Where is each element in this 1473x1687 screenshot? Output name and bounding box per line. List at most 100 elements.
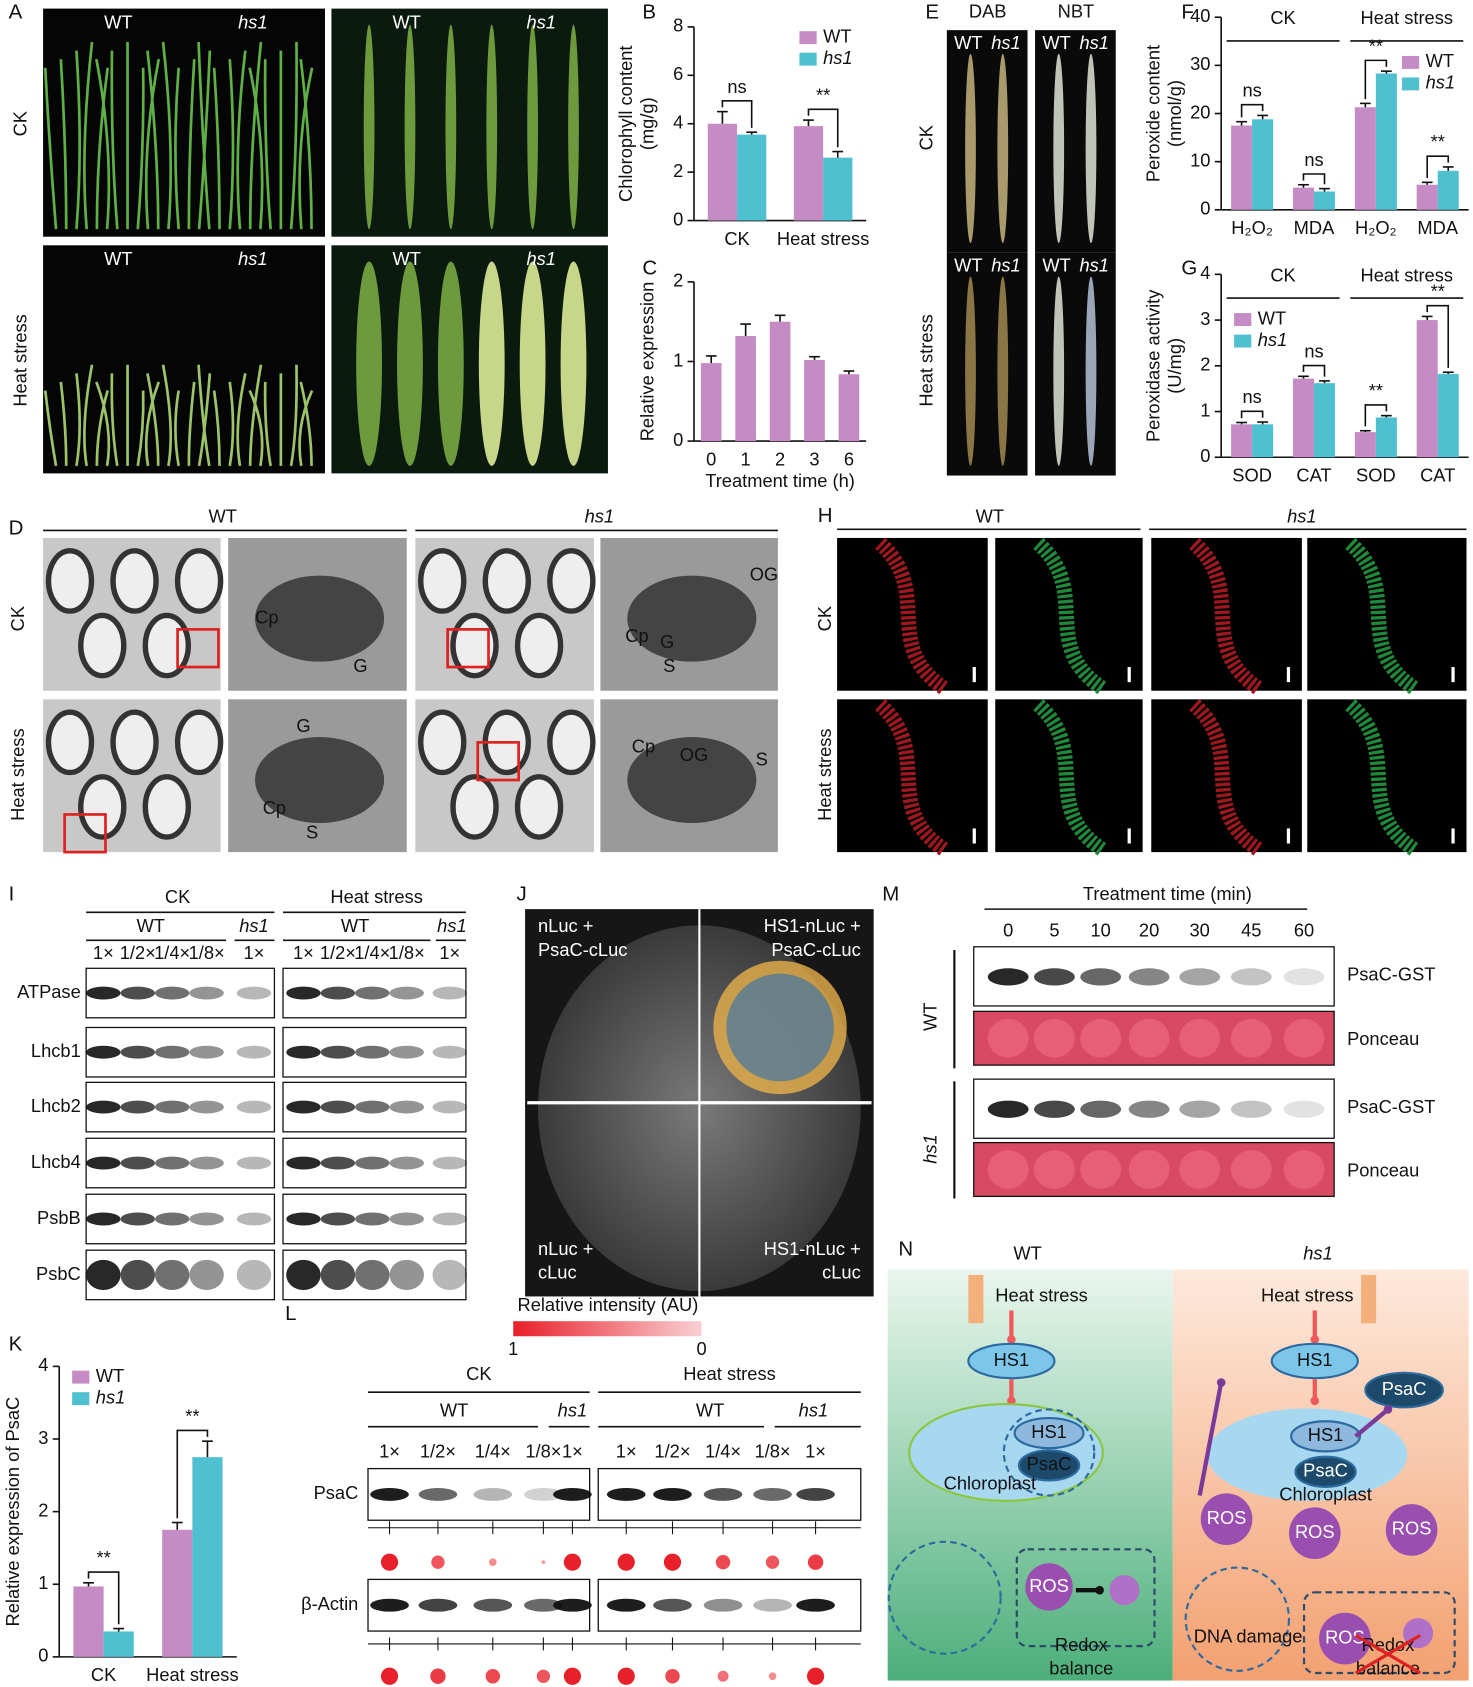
band	[1230, 968, 1272, 986]
band	[432, 1212, 467, 1226]
plant	[248, 364, 263, 466]
error-bar	[717, 110, 728, 124]
band	[389, 1100, 424, 1114]
redox-box	[1015, 1548, 1156, 1648]
band	[1080, 1150, 1122, 1189]
node-label: HS1	[1031, 1421, 1067, 1442]
band	[236, 1259, 272, 1290]
scale-tick-label: 0	[696, 1338, 706, 1359]
luc-signal	[726, 973, 834, 1082]
band	[154, 1045, 190, 1059]
plant	[197, 373, 212, 467]
y-axis-label: (nmol/g)	[1164, 80, 1185, 147]
plant	[95, 390, 109, 466]
error-bar	[1442, 166, 1454, 171]
dilution-label: 1×	[562, 1440, 583, 1461]
arrow-head	[1216, 1378, 1226, 1387]
node-label: Heat stress	[995, 1284, 1087, 1305]
y-tick-label: 1	[38, 1572, 48, 1593]
node-label: HS1	[1297, 1349, 1333, 1370]
dilution-label: 1/8×	[189, 942, 225, 963]
significance-bracket	[176, 1429, 209, 1519]
y-axis-label: Relative expression of PsaC	[2, 1397, 23, 1627]
y-axis-label: Peroxidase activity	[1142, 289, 1163, 442]
band	[189, 1259, 224, 1290]
protein-label: Lhcb2	[31, 1095, 81, 1116]
panel-letter: N	[898, 1238, 913, 1261]
bar	[1437, 170, 1459, 210]
band	[154, 1212, 190, 1226]
color-scale	[513, 1321, 702, 1337]
leaf	[356, 261, 382, 466]
group-label: Heat stress	[1361, 264, 1453, 285]
protein-label: ATPase	[17, 981, 81, 1002]
shape	[1013, 1416, 1085, 1450]
cell	[547, 548, 596, 614]
construct-label: cLuc	[538, 1262, 577, 1283]
plant	[289, 364, 298, 467]
plant	[248, 389, 264, 467]
genotype-label: hs1	[526, 11, 555, 32]
significance-label: ns	[1242, 80, 1261, 101]
leaf	[1053, 276, 1065, 466]
construct-label: nLuc +	[538, 1238, 593, 1259]
redox-box	[1302, 1591, 1456, 1675]
plant	[298, 67, 314, 230]
band	[1283, 1150, 1325, 1189]
bar	[1375, 417, 1397, 458]
error-bar	[113, 1627, 125, 1632]
panel-title: Treatment time (min)	[1083, 883, 1252, 904]
error-bar	[843, 370, 855, 375]
construct-label: PsaC-cLuc	[771, 939, 860, 960]
plant	[299, 381, 313, 466]
intensity-dot	[665, 1669, 680, 1684]
callout: Cp	[632, 736, 655, 757]
leaf	[1085, 276, 1097, 466]
band	[154, 1259, 190, 1290]
legend-swatch	[1401, 77, 1420, 91]
legend-label: WT	[1258, 307, 1286, 328]
bar	[735, 336, 756, 442]
significance-bracket	[1426, 155, 1450, 179]
bar	[838, 374, 860, 442]
band	[189, 1212, 224, 1226]
plant	[136, 390, 145, 467]
genotype-label: WT	[440, 1399, 468, 1420]
intensity-dot	[663, 1553, 682, 1571]
genotype-label: WT	[393, 248, 421, 269]
intensity-dot	[488, 1558, 497, 1567]
legend-label: WT	[96, 1365, 124, 1386]
bar	[1252, 119, 1274, 210]
time-label: 45	[1241, 920, 1261, 941]
intensity-dot	[806, 1667, 825, 1685]
band	[432, 1156, 467, 1170]
intensity-dot	[807, 1554, 824, 1570]
error-bar	[774, 314, 786, 322]
band	[1230, 1100, 1272, 1118]
genotype-label: WT	[341, 915, 369, 936]
error-bar	[832, 150, 844, 158]
band	[987, 1150, 1029, 1189]
scale-tick-label: 1	[508, 1338, 518, 1359]
band	[154, 1156, 190, 1170]
band	[320, 1156, 356, 1170]
significance-bracket	[1240, 410, 1264, 419]
band	[320, 986, 356, 1000]
band	[236, 986, 272, 1000]
plant	[236, 50, 247, 230]
band	[1033, 1018, 1075, 1058]
time-label: 10	[1091, 920, 1111, 941]
band	[286, 1100, 321, 1114]
leaf	[404, 24, 416, 230]
significance-bracket	[1364, 404, 1388, 427]
intensity-dot	[563, 1667, 582, 1685]
time-label: 60	[1294, 920, 1314, 941]
row-label: Heat stress	[7, 728, 28, 820]
genotype-label: WT	[696, 1399, 724, 1420]
error-bar	[1421, 315, 1433, 321]
band	[286, 1156, 321, 1170]
intensity-dot	[768, 1672, 777, 1681]
row-label: CK	[9, 111, 30, 136]
node-label: Chloroplast	[944, 1473, 1036, 1494]
